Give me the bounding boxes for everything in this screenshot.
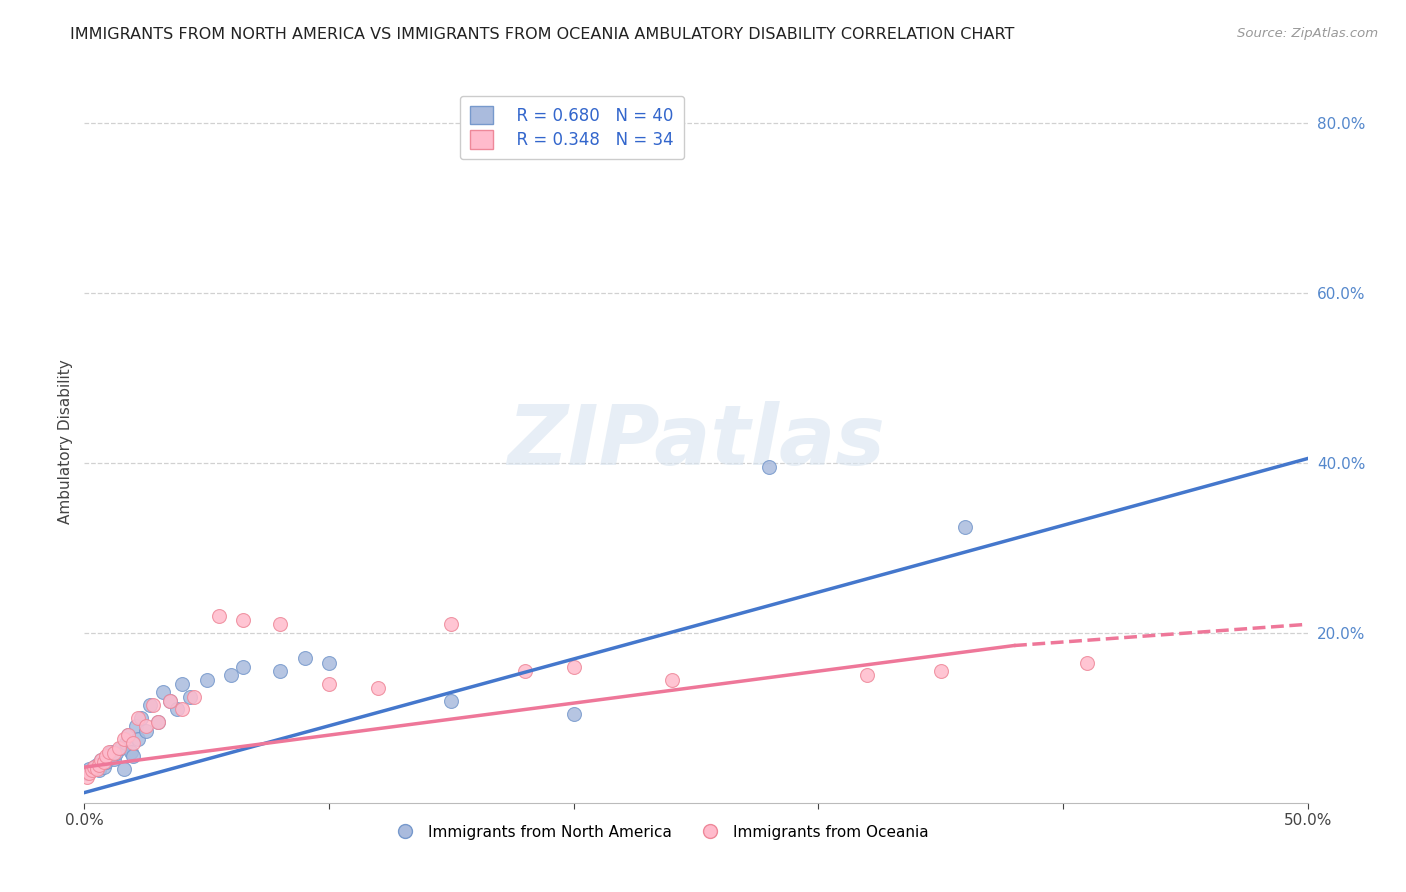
Point (146, 714, 169, 729)
Point (115, 736, 138, 750)
Point (929, 664, 952, 678)
Point (159, 694, 181, 708)
Point (77, 766, 100, 780)
Point (117, 728, 139, 742)
Point (232, 613, 254, 627)
Point (159, 694, 181, 708)
Point (86, 757, 108, 772)
Point (318, 656, 340, 670)
Text: ZIPatlas: ZIPatlas (508, 401, 884, 482)
Point (758, 460, 780, 475)
Point (97, 745, 120, 759)
Point (195, 673, 218, 687)
Point (90, 753, 112, 767)
Point (179, 690, 201, 704)
Point (129, 711, 152, 725)
Point (269, 617, 291, 632)
Point (125, 719, 148, 733)
Point (76, 770, 98, 784)
Point (172, 702, 194, 716)
Point (93, 755, 115, 769)
Point (117, 728, 139, 742)
Point (440, 694, 463, 708)
Point (107, 740, 129, 755)
Point (440, 617, 463, 632)
Point (100, 745, 122, 759)
Point (110, 740, 132, 755)
Point (172, 677, 194, 691)
Point (562, 706, 585, 721)
Point (166, 702, 188, 716)
Point (318, 677, 340, 691)
Point (86, 762, 108, 776)
Point (367, 681, 389, 695)
Point (112, 732, 135, 747)
Point (513, 664, 536, 678)
Point (183, 690, 205, 704)
Point (120, 745, 142, 759)
Legend: Immigrants from North America, Immigrants from Oceania: Immigrants from North America, Immigrant… (384, 819, 935, 846)
Point (77, 762, 100, 776)
Point (152, 685, 174, 699)
Point (856, 668, 879, 682)
Point (135, 719, 157, 733)
Point (80, 764, 103, 778)
Point (269, 664, 291, 678)
Point (122, 749, 145, 764)
Point (661, 673, 683, 687)
Point (208, 608, 231, 623)
Point (103, 747, 125, 761)
Y-axis label: Ambulatory Disability: Ambulatory Disability (58, 359, 73, 524)
Point (122, 736, 145, 750)
Point (135, 723, 157, 738)
Point (96, 749, 118, 764)
Point (562, 660, 585, 674)
Point (142, 698, 165, 712)
Point (87, 764, 110, 778)
Point (93, 760, 115, 774)
Point (83, 760, 105, 774)
Text: IMMIGRANTS FROM NORTH AMERICA VS IMMIGRANTS FROM OCEANIA AMBULATORY DISABILITY C: IMMIGRANTS FROM NORTH AMERICA VS IMMIGRA… (70, 27, 1015, 42)
Point (105, 747, 128, 761)
Point (1076, 656, 1098, 670)
Point (219, 668, 242, 682)
Text: Source: ZipAtlas.com: Source: ZipAtlas.com (1237, 27, 1378, 40)
Point (103, 751, 125, 765)
Point (112, 762, 135, 776)
Point (97, 749, 120, 764)
Point (127, 732, 149, 747)
Point (953, 519, 976, 533)
Point (232, 660, 254, 674)
Point (146, 714, 169, 729)
Point (87, 757, 110, 772)
Point (80, 764, 103, 778)
Point (90, 753, 112, 767)
Point (139, 698, 162, 712)
Point (127, 711, 149, 725)
Point (83, 760, 105, 774)
Point (96, 755, 118, 769)
Point (294, 651, 316, 665)
Point (76, 766, 98, 780)
